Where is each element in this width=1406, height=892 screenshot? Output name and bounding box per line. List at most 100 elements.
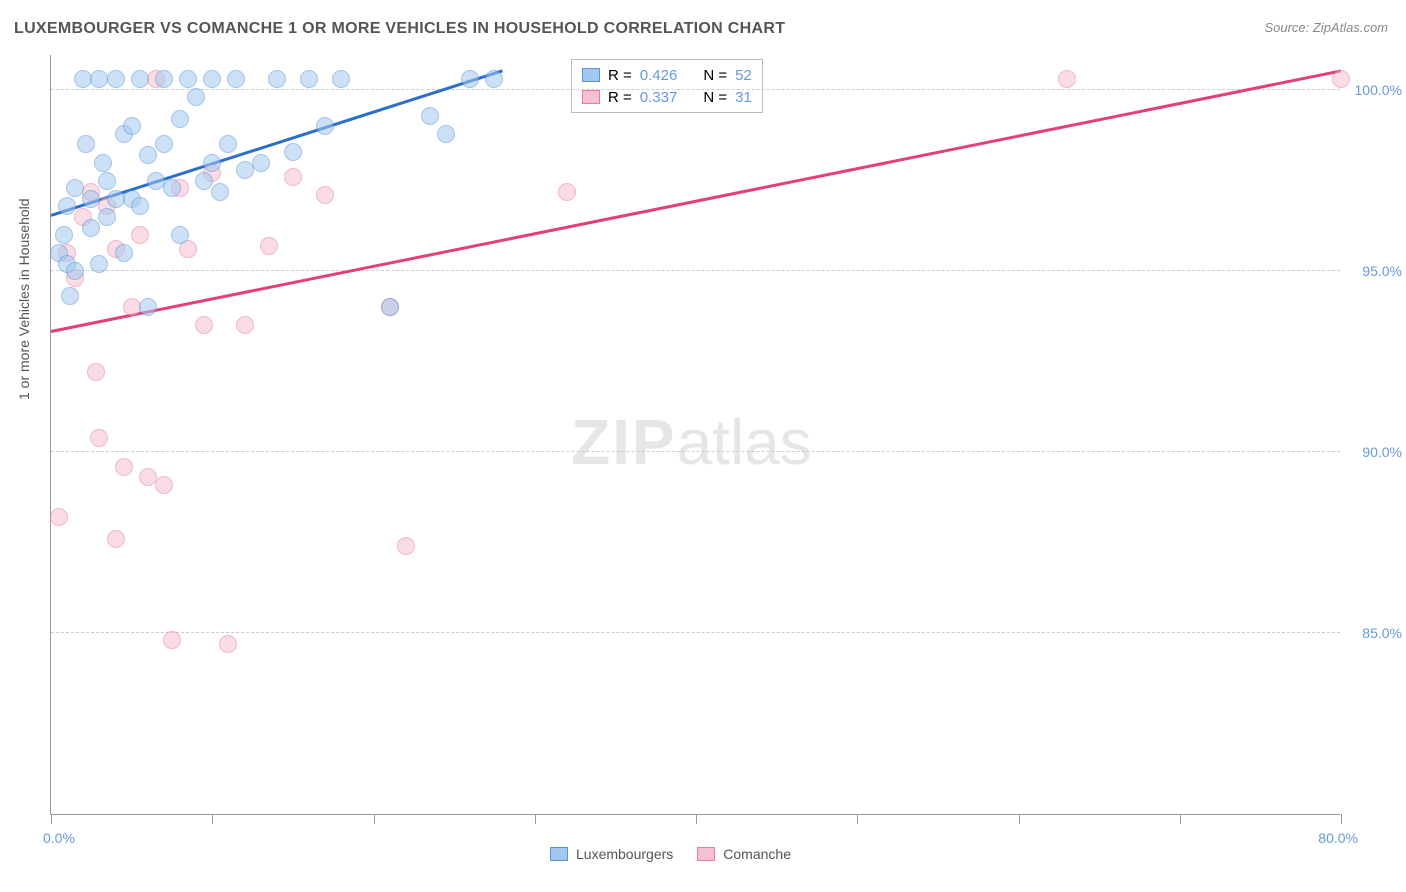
scatter-point: [558, 183, 576, 201]
r-value-2: 0.337: [640, 89, 678, 106]
scatter-point: [66, 262, 84, 280]
scatter-point: [461, 70, 479, 88]
scatter-point: [155, 70, 173, 88]
scatter-point: [236, 316, 254, 334]
x-tick: [51, 814, 52, 824]
gridline-h: [51, 89, 1340, 90]
n-value-1: 52: [735, 67, 752, 84]
scatter-point: [115, 244, 133, 262]
scatter-point: [219, 635, 237, 653]
scatter-point: [131, 226, 149, 244]
stats-legend-row-1: R = 0.426 N = 52: [582, 64, 752, 86]
gridline-h: [51, 270, 1340, 271]
scatter-point: [187, 88, 205, 106]
scatter-point: [171, 110, 189, 128]
scatter-point: [58, 197, 76, 215]
scatter-point: [195, 172, 213, 190]
scatter-point: [437, 125, 455, 143]
scatter-point: [66, 179, 84, 197]
y-tick-label: 100.0%: [1346, 82, 1402, 98]
scatter-point: [61, 287, 79, 305]
scatter-point: [55, 226, 73, 244]
legend-label-series2: Comanche: [723, 846, 791, 862]
gridline-h: [51, 632, 1340, 633]
scatter-point: [90, 429, 108, 447]
scatter-point: [268, 70, 286, 88]
scatter-point: [115, 458, 133, 476]
scatter-point: [90, 255, 108, 273]
scatter-point: [284, 168, 302, 186]
scatter-point: [252, 154, 270, 172]
n-label-1: N =: [703, 67, 727, 84]
chart-container: LUXEMBOURGER VS COMANCHE 1 OR MORE VEHIC…: [0, 0, 1406, 892]
x-tick: [535, 814, 536, 824]
x-tick: [374, 814, 375, 824]
scatter-point: [171, 226, 189, 244]
plot-area: ZIPatlas R = 0.426 N = 52 R = 0.337 N = …: [50, 55, 1340, 815]
x-tick: [1341, 814, 1342, 824]
scatter-point: [163, 179, 181, 197]
legend-swatch-series2: [582, 90, 600, 104]
scatter-point: [155, 476, 173, 494]
scatter-point: [227, 70, 245, 88]
y-tick-label: 90.0%: [1346, 444, 1402, 460]
scatter-point: [98, 208, 116, 226]
scatter-point: [87, 363, 105, 381]
scatter-point: [179, 70, 197, 88]
watermark-zip: ZIP: [571, 406, 677, 478]
scatter-point: [107, 530, 125, 548]
r-label-2: R =: [608, 89, 632, 106]
chart-title: LUXEMBOURGER VS COMANCHE 1 OR MORE VEHIC…: [14, 20, 785, 38]
scatter-point: [284, 143, 302, 161]
r-value-1: 0.426: [640, 67, 678, 84]
scatter-point: [139, 146, 157, 164]
scatter-point: [211, 183, 229, 201]
y-tick-label: 85.0%: [1346, 625, 1402, 641]
scatter-point: [203, 70, 221, 88]
source-attribution: Source: ZipAtlas.com: [1264, 20, 1388, 35]
scatter-point: [316, 186, 334, 204]
x-tick: [212, 814, 213, 824]
series-legend: Luxembourgers Comanche: [550, 846, 791, 862]
r-label-1: R =: [608, 67, 632, 84]
scatter-point: [300, 70, 318, 88]
stats-legend: R = 0.426 N = 52 R = 0.337 N = 31: [571, 59, 763, 113]
scatter-point: [485, 70, 503, 88]
watermark-atlas: atlas: [677, 406, 812, 478]
gridline-h: [51, 451, 1340, 452]
scatter-point: [131, 197, 149, 215]
scatter-point: [1058, 70, 1076, 88]
scatter-point: [50, 508, 68, 526]
scatter-point: [107, 70, 125, 88]
watermark: ZIPatlas: [571, 405, 812, 479]
scatter-point: [421, 107, 439, 125]
scatter-point: [98, 172, 116, 190]
x-tick: [857, 814, 858, 824]
legend-swatch-series2-bottom: [697, 847, 715, 861]
legend-item-series1: Luxembourgers: [550, 846, 673, 862]
x-tick-first: 0.0%: [43, 830, 75, 846]
legend-swatch-series1: [582, 68, 600, 82]
n-value-2: 31: [735, 89, 752, 106]
scatter-point: [82, 190, 100, 208]
scatter-point: [94, 154, 112, 172]
scatter-point: [131, 70, 149, 88]
scatter-point: [82, 219, 100, 237]
scatter-point: [203, 154, 221, 172]
scatter-point: [381, 298, 399, 316]
scatter-point: [316, 117, 334, 135]
x-tick: [1019, 814, 1020, 824]
scatter-point: [77, 135, 95, 153]
scatter-point: [123, 117, 141, 135]
x-tick-last: 80.0%: [1318, 830, 1358, 846]
legend-item-series2: Comanche: [697, 846, 791, 862]
scatter-point: [260, 237, 278, 255]
scatter-point: [155, 135, 173, 153]
scatter-point: [195, 316, 213, 334]
scatter-point: [219, 135, 237, 153]
y-axis-label: 1 or more Vehicles in Household: [16, 198, 32, 400]
legend-swatch-series1-bottom: [550, 847, 568, 861]
scatter-point: [1332, 70, 1350, 88]
x-tick: [1180, 814, 1181, 824]
scatter-point: [332, 70, 350, 88]
